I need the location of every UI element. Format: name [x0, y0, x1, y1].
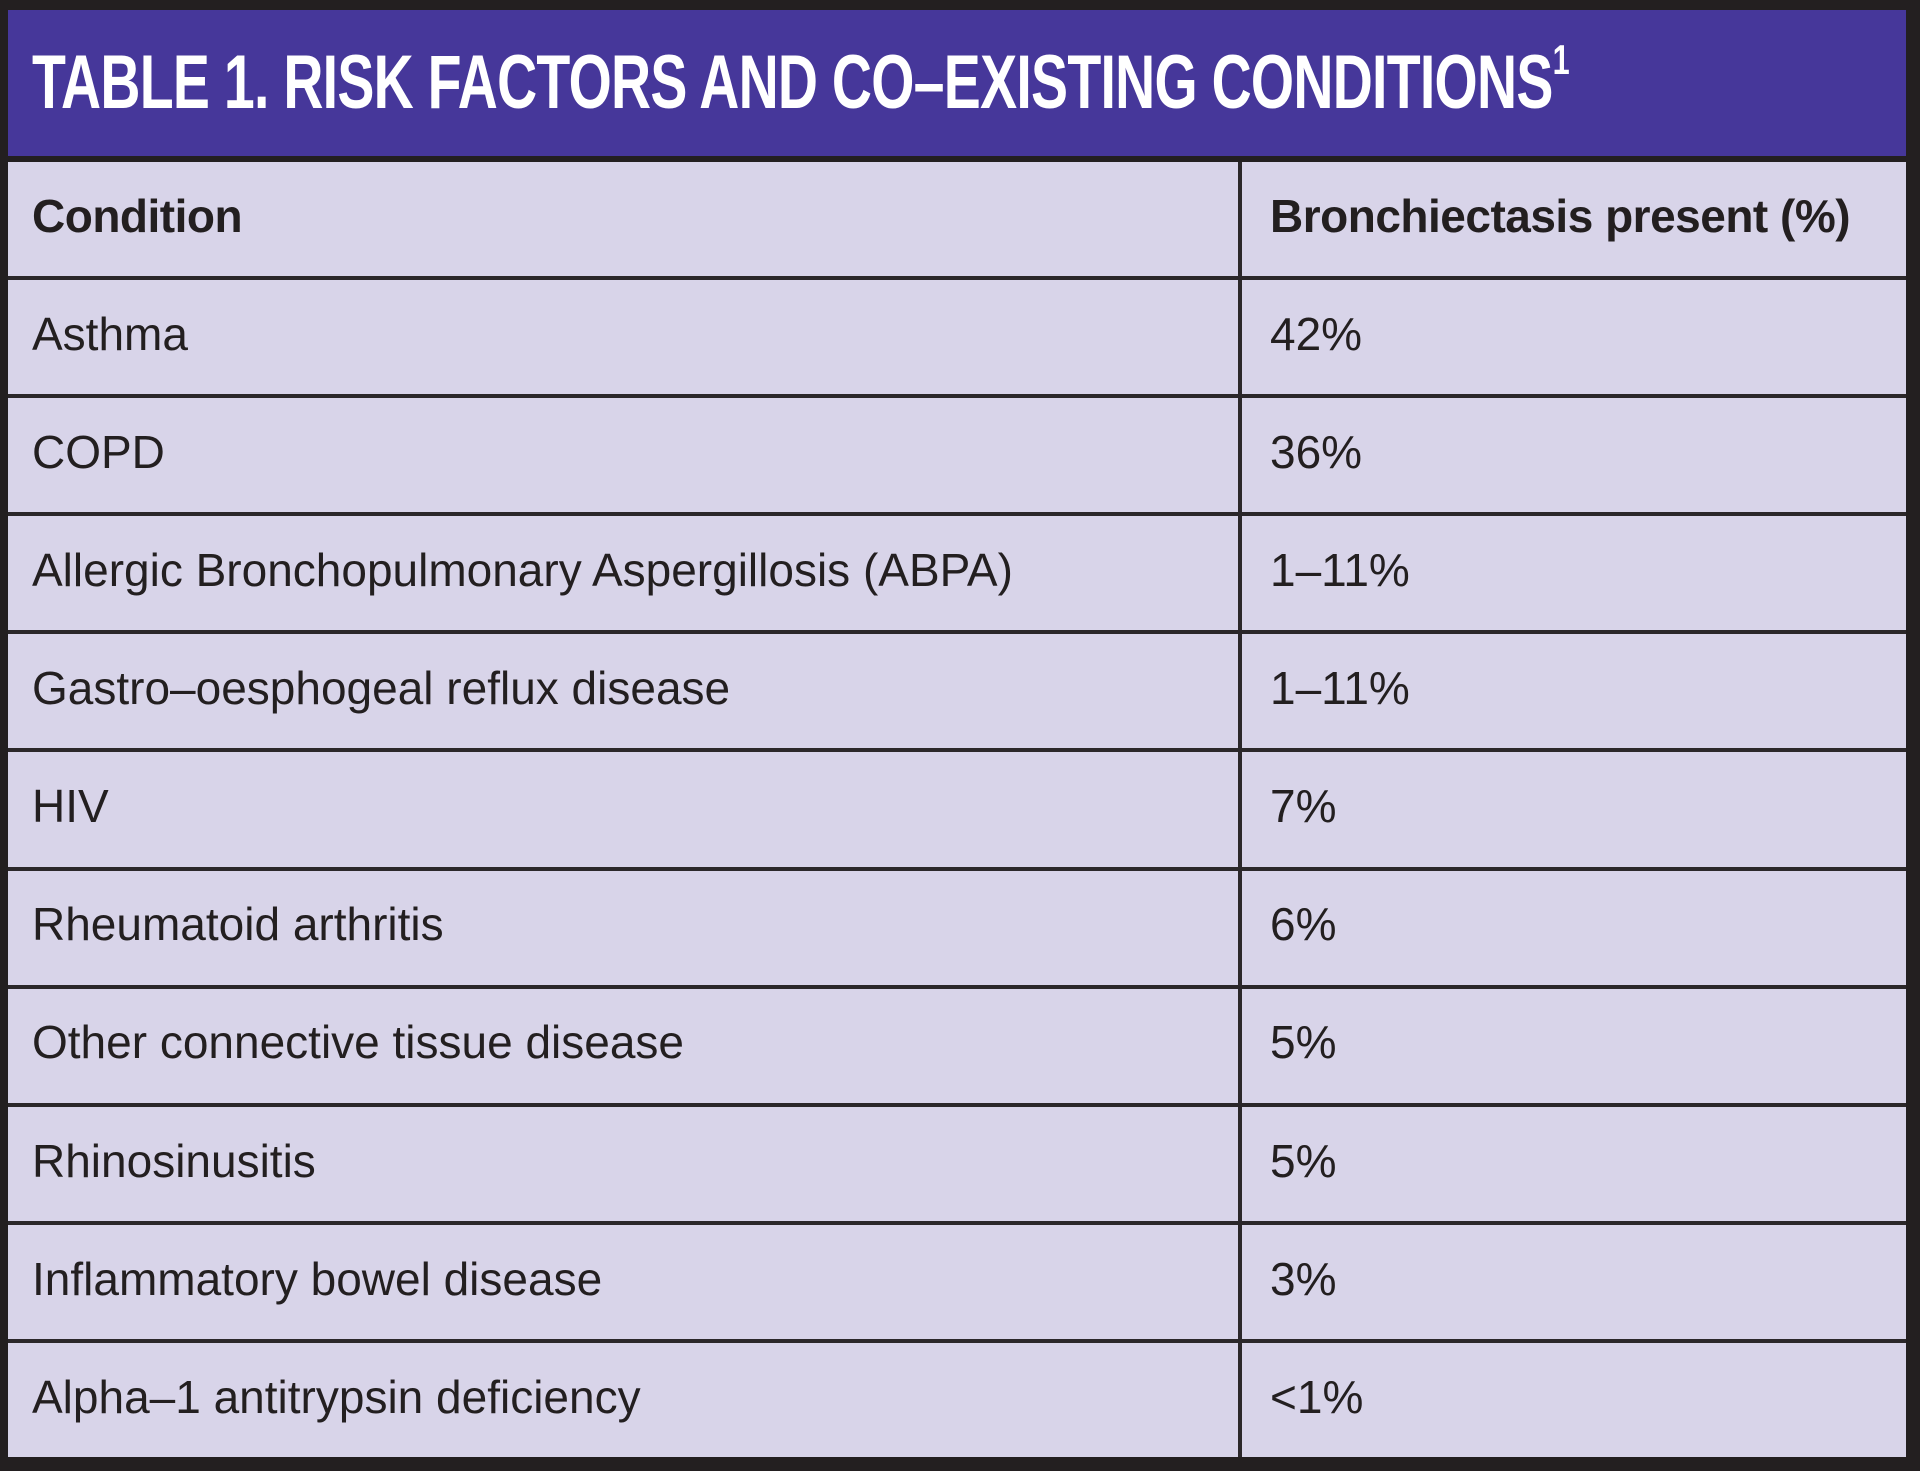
value-cell: 6%: [1270, 898, 1337, 951]
table-row-other-connective-tissue-disease: Other connective tissue disease 5%: [8, 988, 1906, 1107]
column-header-condition: Condition: [8, 162, 1242, 277]
value-cell: 5%: [1270, 1134, 1337, 1187]
condition-cell: HIV: [8, 752, 1242, 867]
table-row-rhinosinusitis: Rhinosinusitis 5%: [8, 1106, 1906, 1225]
table-title-text: TABLE 1. RISK FACTORS AND CO–EXISTING CO…: [32, 40, 1553, 125]
table-row-asthma: Asthma 42%: [8, 280, 1906, 399]
condition-cell: Other connective tissue disease: [8, 988, 1242, 1103]
condition-cell: Rheumatoid arthritis: [8, 870, 1242, 985]
condition-cell: Gastro–oesphogeal reflux disease: [8, 634, 1242, 749]
table-title: TABLE 1. RISK FACTORS AND CO–EXISTING CO…: [32, 39, 1570, 121]
value-cell: 1–11%: [1270, 662, 1410, 715]
condition-cell: Alpha–1 antitrypsin deficiency: [8, 1342, 1242, 1458]
value-cell: <1%: [1270, 1370, 1364, 1423]
condition-cell: Asthma: [8, 280, 1242, 395]
condition-cell: Rhinosinusitis: [8, 1106, 1242, 1221]
table-title-reference-superscript: 1: [1552, 36, 1570, 83]
condition-cell: Inflammatory bowel disease: [8, 1224, 1242, 1339]
table-row-abpa: Allergic Bronchopulmonary Aspergillosis …: [8, 516, 1906, 635]
value-cell: 5%: [1270, 1016, 1337, 1069]
table-header-row: Condition Bronchiectasis present (%): [8, 162, 1906, 281]
table-row-gord: Gastro–oesphogeal reflux disease 1–11%: [8, 634, 1906, 753]
value-cell: 42%: [1270, 307, 1363, 360]
column-header-bronchiectasis-present: Bronchiectasis present (%): [1270, 189, 1851, 242]
value-cell: 7%: [1270, 780, 1337, 833]
table-row-alpha-1-antitrypsin-deficiency: Alpha–1 antitrypsin deficiency <1%: [8, 1342, 1906, 1458]
table-title-bar: TABLE 1. RISK FACTORS AND CO–EXISTING CO…: [8, 10, 1906, 162]
value-cell: 3%: [1270, 1252, 1337, 1305]
risk-factors-table: Condition Bronchiectasis present (%) Ast…: [8, 162, 1906, 1458]
table-row-inflammatory-bowel-disease: Inflammatory bowel disease 3%: [8, 1224, 1906, 1343]
value-cell: 1–11%: [1270, 544, 1410, 597]
condition-cell: Allergic Bronchopulmonary Aspergillosis …: [8, 516, 1242, 631]
value-cell: 36%: [1270, 425, 1363, 478]
condition-cell: COPD: [8, 398, 1242, 513]
table-row-copd: COPD 36%: [8, 398, 1906, 517]
table-row-hiv: HIV 7%: [8, 752, 1906, 871]
table-row-rheumatoid-arthritis: Rheumatoid arthritis 6%: [8, 870, 1906, 989]
